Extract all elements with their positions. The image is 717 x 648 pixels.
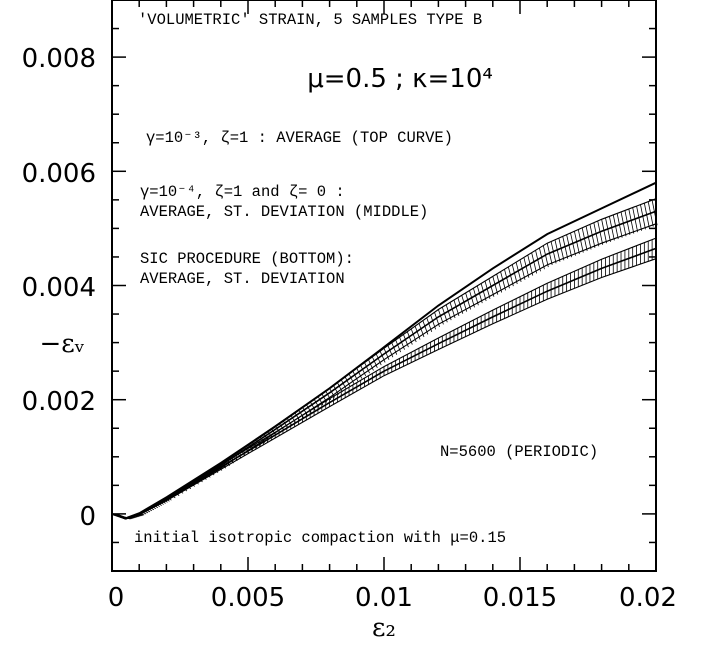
std-band-hatch: [344, 376, 351, 387]
std-band-hatch: [643, 203, 650, 229]
std-band-hatch: [523, 257, 530, 278]
std-band-hatch: [581, 227, 588, 252]
x-axis-title: ε₂: [372, 613, 396, 643]
std-band-hatch: [375, 353, 382, 366]
std-band-hatch: [488, 278, 495, 297]
std-band-hatch: [348, 373, 355, 385]
std-band-hatch: [640, 204, 646, 230]
std-band-hatch: [612, 214, 619, 240]
std-band-hatch: [379, 351, 386, 363]
std-band-hatch: [511, 264, 518, 285]
std-band-hatch: [504, 269, 510, 289]
x-tick-label: 0.005: [211, 583, 285, 613]
annotation-title: 'VOLUMETRIC' STRAIN, 5 SAMPLES TYPE B: [138, 11, 482, 29]
std-band-hatch: [566, 234, 573, 258]
annotation-bottom-1: SIC PROCEDURE (BOTTOM):: [140, 250, 354, 268]
x-tick-label: 0.02: [619, 583, 677, 613]
std-band-hatch: [356, 368, 363, 379]
std-band-hatch: [527, 254, 534, 276]
std-band-hatch: [628, 208, 635, 234]
std-band-hatch: [593, 222, 600, 247]
std-band-hatch: [515, 262, 522, 283]
std-band-hatch: [605, 217, 611, 242]
y-tick-label: 0.006: [22, 159, 96, 189]
std-band-hatch: [546, 243, 553, 266]
tick-layer: [111, 0, 657, 572]
annotation-middle-1: γ=10⁻⁴, ζ=1 and ζ= 0 :: [140, 183, 345, 201]
std-band-hatch: [395, 339, 402, 353]
std-band-hatch: [364, 362, 370, 374]
std-band-hatch: [352, 370, 359, 382]
std-band-hatch: [577, 229, 584, 253]
std-band-hatch: [507, 266, 514, 287]
annotation-params: μ=0.5 ; κ=10⁴: [307, 64, 493, 94]
annotation-top-curve: γ=10⁻³, ζ=1 : AVERAGE (TOP CURVE): [146, 129, 453, 147]
std-band-hatch: [333, 385, 339, 395]
std-band-hatch: [535, 250, 541, 272]
std-band-hatch: [608, 216, 615, 241]
std-band-hatch: [624, 210, 631, 236]
std-band-hatch: [585, 226, 592, 250]
std-band-hatch: [519, 259, 526, 280]
std-band-hatch: [601, 219, 607, 244]
std-band-hatch: [647, 201, 654, 227]
std-band-hatch: [391, 342, 398, 355]
std-band-hatch: [387, 345, 394, 358]
y-tick-label: 0.004: [22, 273, 96, 303]
std-band-hatch: [399, 337, 405, 350]
x-tick-label: 0.01: [355, 583, 413, 613]
std-band-hatch: [484, 280, 491, 299]
std-band-hatch: [620, 211, 627, 237]
annotation-compaction: initial isotropic compaction with μ=0.15: [134, 529, 506, 547]
std-band-hatch: [562, 236, 569, 259]
x-tick-label: 0: [108, 583, 125, 613]
std-band-hatch: [616, 213, 623, 238]
y-axis-title: −εᵥ: [40, 329, 85, 359]
std-band-hatch: [632, 207, 639, 233]
std-band-upper: [111, 198, 657, 519]
std-band-hatch: [360, 365, 367, 377]
std-band-hatch: [558, 238, 565, 261]
annotation-bottom-2: AVERAGE, ST. DEVIATION: [140, 270, 345, 288]
std-band-hatch: [589, 224, 596, 248]
std-band-hatch: [383, 348, 390, 360]
std-band-hatch: [542, 245, 549, 268]
annotation-n: N=5600 (PERIODIC): [440, 443, 598, 461]
std-band-hatch: [337, 382, 343, 393]
std-band-hatch: [574, 231, 580, 255]
std-band-hatch: [597, 220, 604, 245]
std-band-hatch: [531, 252, 538, 274]
std-band-hatch: [492, 276, 499, 295]
std-band-hatch: [554, 239, 561, 262]
std-band-hatch: [539, 247, 545, 270]
x-tick-label: 0.015: [483, 583, 557, 613]
std-band-hatch: [340, 379, 347, 390]
std-band-hatch: [371, 356, 378, 368]
bottom-curve: [111, 247, 657, 520]
std-band-hatch: [550, 241, 557, 264]
std-band-hatch: [570, 232, 576, 256]
series-layer: [111, 181, 657, 520]
std-band-hatch: [368, 359, 374, 371]
std-band-hatch: [496, 273, 503, 293]
y-tick-label: 0.008: [22, 44, 96, 74]
std-band-hatch: [636, 205, 642, 231]
annotation-middle-2: AVERAGE, ST. DEVIATION (MIDDLE): [140, 203, 428, 221]
y-tick-label: 0.002: [22, 387, 96, 417]
std-band-hatch: [500, 271, 506, 291]
y-tick-label: 0: [79, 502, 96, 532]
